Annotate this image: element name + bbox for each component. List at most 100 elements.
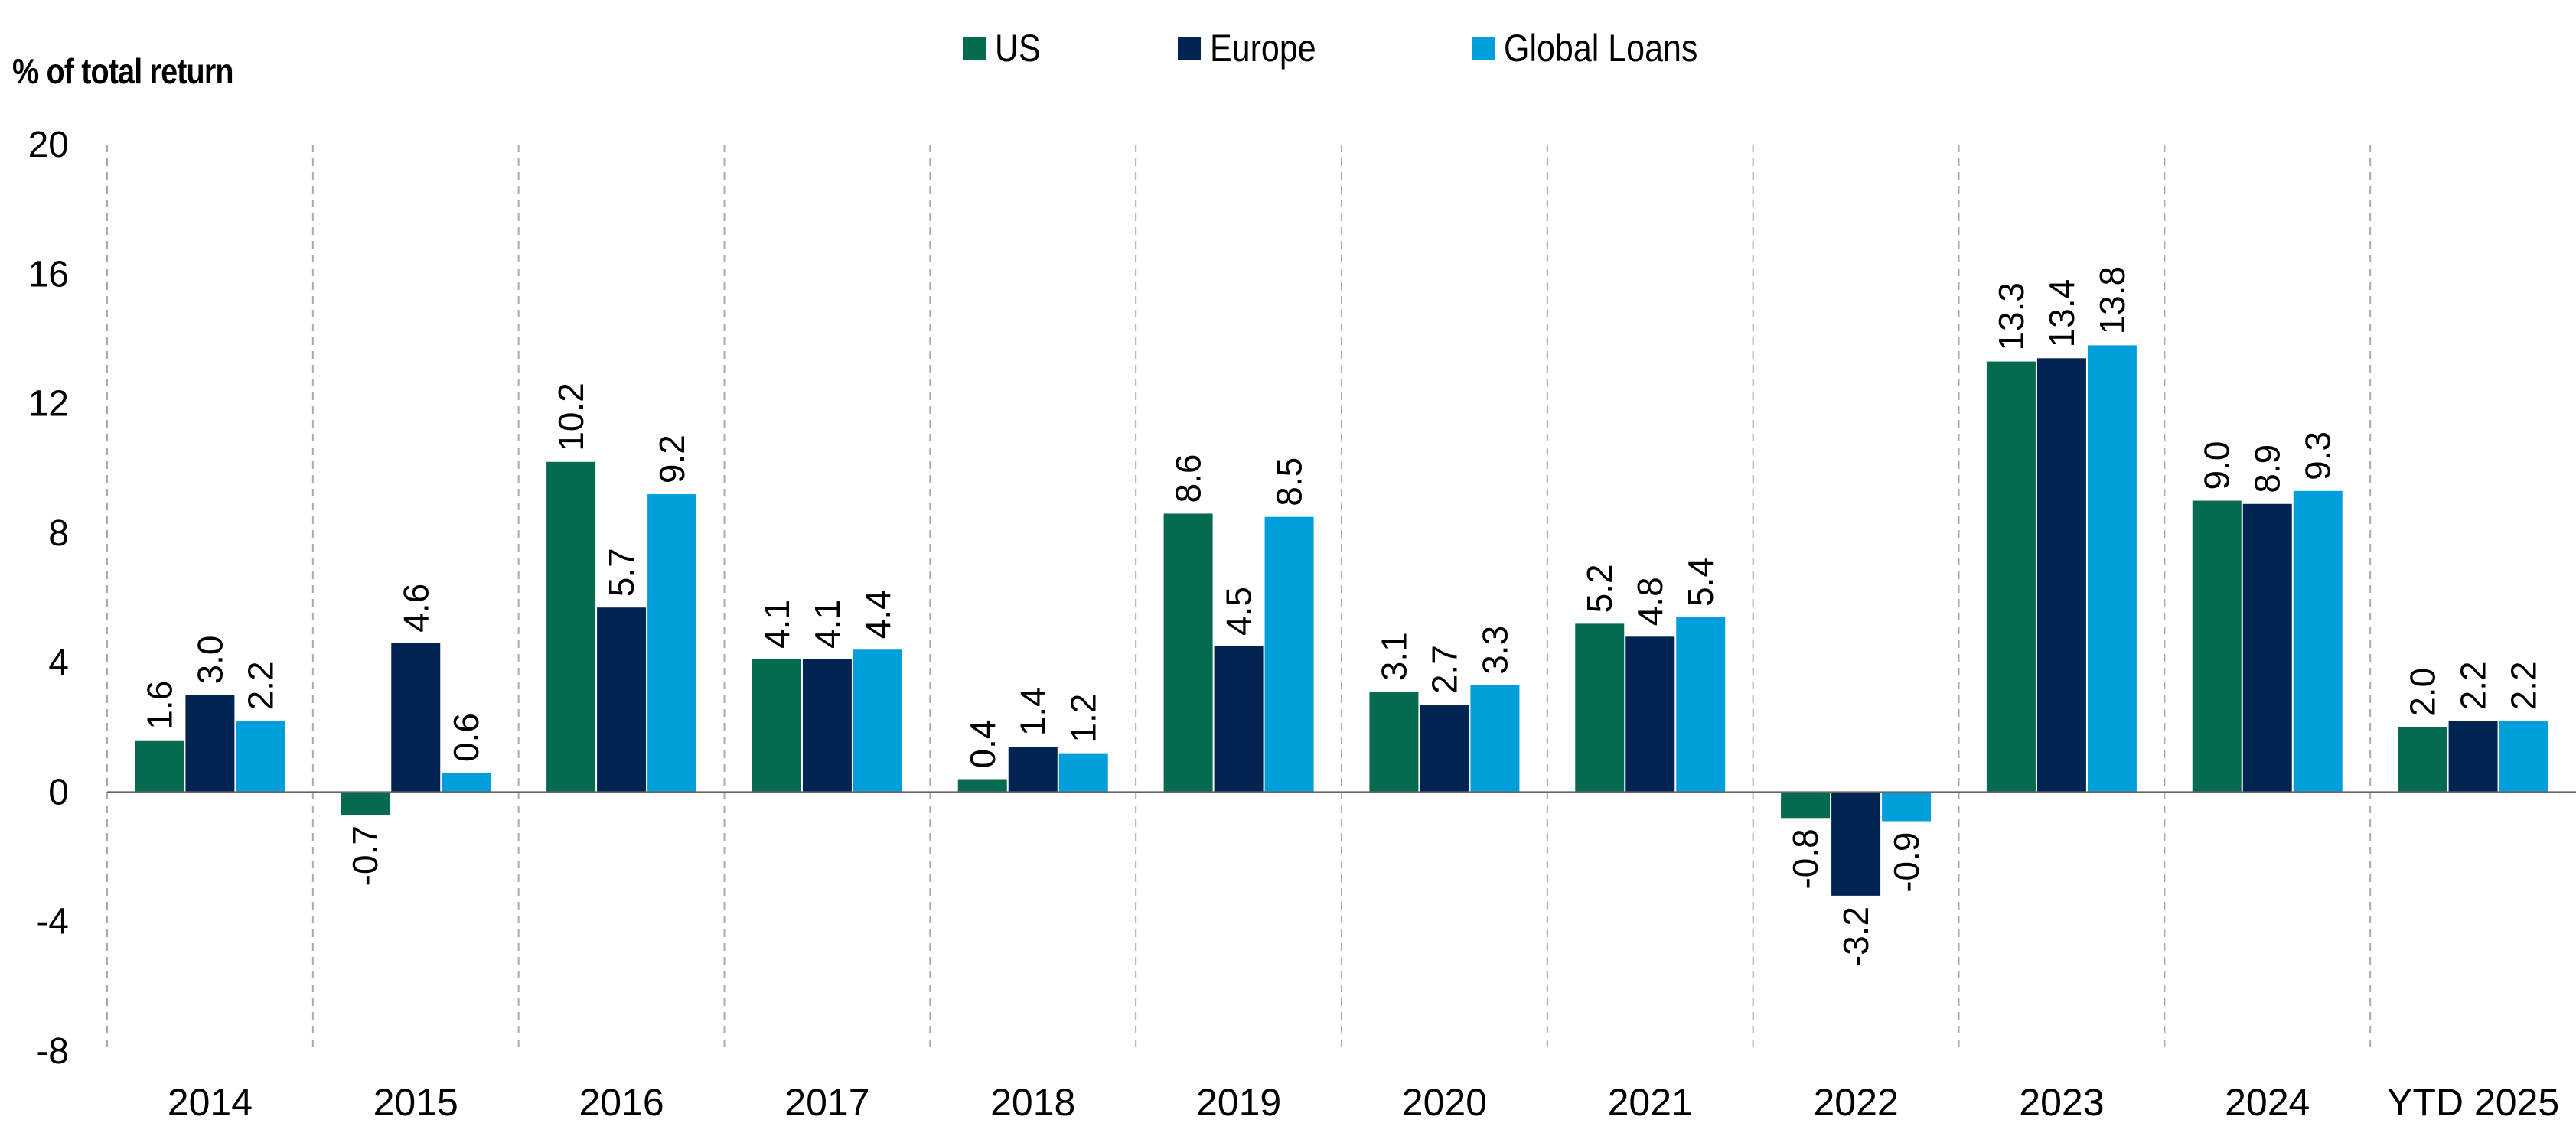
data-label: 8.5 xyxy=(1270,457,1309,506)
x-tick-label: 2024 xyxy=(2225,1081,2310,1124)
bar-us xyxy=(957,779,1007,793)
data-label: 4.6 xyxy=(396,584,435,633)
legend-swatch-global-loans xyxy=(1471,37,1495,60)
x-tick-label: YTD 2025 xyxy=(2387,1081,2559,1124)
legend-label-us: US xyxy=(995,27,1041,70)
data-label: 0.6 xyxy=(446,713,486,762)
y-tick-label: 4 xyxy=(48,643,69,683)
data-label: 2.2 xyxy=(240,661,280,710)
x-tick-label: 2018 xyxy=(990,1081,1075,1124)
x-tick-label: 2021 xyxy=(1608,1081,1693,1124)
bar-global-loans xyxy=(1882,792,1932,822)
data-label: 8.9 xyxy=(2248,444,2287,493)
bar-us xyxy=(341,792,390,815)
x-tick-label: 2022 xyxy=(1813,1081,1898,1124)
x-tick-label: 2019 xyxy=(1196,1081,1281,1124)
bar-us xyxy=(1163,513,1213,793)
legend: US Europe Global Loans xyxy=(963,26,1828,70)
y-axis-title: % of total return xyxy=(12,51,234,91)
legend-label-europe: Europe xyxy=(1210,27,1317,70)
x-tick-label: 2015 xyxy=(373,1081,458,1124)
bar-europe xyxy=(1420,705,1469,793)
bar-europe xyxy=(1831,792,1881,896)
legend-swatch-us xyxy=(963,37,986,60)
data-label: 2.0 xyxy=(2403,668,2443,717)
bar-europe xyxy=(597,607,647,793)
legend-label-global-loans: Global Loans xyxy=(1503,27,1698,70)
bar-global-loans xyxy=(442,773,491,793)
data-label: 9.0 xyxy=(2197,441,2237,490)
data-label: 2.2 xyxy=(2454,661,2493,710)
bar-global-loans xyxy=(236,721,285,793)
bar-us xyxy=(1369,692,1419,793)
y-tick-label: 12 xyxy=(28,384,69,425)
data-label: 5.7 xyxy=(602,548,641,597)
bar-europe xyxy=(1008,747,1058,793)
data-label: 9.2 xyxy=(652,435,692,483)
data-label: 0.4 xyxy=(963,720,1003,769)
bar-europe xyxy=(185,695,235,793)
data-label: 4.4 xyxy=(858,590,898,639)
bar-global-loans xyxy=(853,649,902,793)
data-label: -0.8 xyxy=(1785,828,1825,889)
bar-us xyxy=(546,461,596,793)
bar-global-loans xyxy=(1264,516,1314,793)
data-label: 4.1 xyxy=(757,600,797,649)
bar-global-loans xyxy=(1676,617,1726,793)
y-tick-label: 8 xyxy=(48,513,69,554)
bar-us xyxy=(1575,623,1625,793)
data-label: 10.2 xyxy=(551,382,591,451)
y-tick-label: 20 xyxy=(28,125,69,165)
data-label: 5.4 xyxy=(1681,558,1720,607)
data-label: -0.7 xyxy=(345,825,385,886)
bar-global-loans xyxy=(2499,721,2548,793)
bar-us xyxy=(135,740,184,793)
y-tick-label: 16 xyxy=(28,254,69,295)
data-label: 4.1 xyxy=(807,600,847,649)
data-label: -0.9 xyxy=(1886,832,1926,893)
data-label: 9.3 xyxy=(2298,431,2338,480)
bar-us xyxy=(1986,361,2036,793)
legend-item-us: US xyxy=(963,26,1048,70)
bar-global-loans xyxy=(1470,685,1520,793)
data-label: 2.2 xyxy=(2504,661,2544,710)
bar-europe xyxy=(391,643,441,793)
legend-item-europe: Europe xyxy=(1178,26,1333,70)
data-label: 4.8 xyxy=(1630,577,1670,626)
data-label: 3.3 xyxy=(1475,626,1515,675)
data-label: -3.2 xyxy=(1836,907,1876,967)
data-label: 1.6 xyxy=(139,681,179,730)
bar-europe xyxy=(802,659,852,793)
x-tick-label: 2017 xyxy=(784,1081,869,1124)
legend-swatch-europe xyxy=(1178,37,1202,60)
data-label: 13.8 xyxy=(2092,266,2132,335)
data-label: 3.1 xyxy=(1374,632,1414,681)
bar-europe xyxy=(1625,636,1675,793)
data-label: 5.2 xyxy=(1580,564,1619,613)
bar-global-loans xyxy=(2087,345,2137,793)
bar-us xyxy=(2192,500,2242,793)
y-tick-label: -8 xyxy=(36,1031,69,1072)
y-tick-label: 0 xyxy=(48,772,69,812)
bar-europe xyxy=(2036,358,2086,793)
x-tick-label: 2014 xyxy=(168,1081,253,1124)
bar-us xyxy=(2398,727,2447,793)
data-label: 3.0 xyxy=(190,636,230,685)
x-tick-label: 2020 xyxy=(1402,1081,1487,1124)
bar-global-loans xyxy=(1058,753,1108,793)
bar-global-loans xyxy=(2293,490,2343,793)
data-label: 4.5 xyxy=(1219,587,1259,636)
bar-us xyxy=(1781,792,1831,819)
data-label: 8.6 xyxy=(1169,454,1208,503)
bar-global-loans xyxy=(647,494,697,793)
bar-europe xyxy=(2448,721,2498,793)
data-label: 1.2 xyxy=(1064,694,1104,743)
bar-europe xyxy=(2242,503,2292,793)
bar-europe xyxy=(1214,646,1264,793)
data-label: 13.4 xyxy=(2042,279,2082,348)
data-label: 1.4 xyxy=(1013,687,1053,736)
x-tick-label: 2016 xyxy=(579,1081,664,1124)
data-label: 2.7 xyxy=(1424,645,1464,694)
legend-item-global-loans: Global Loans xyxy=(1471,26,1730,70)
